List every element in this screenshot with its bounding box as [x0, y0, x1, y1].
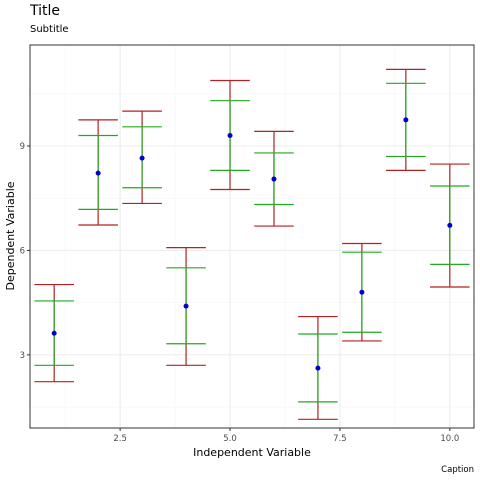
y-tick-label: 3: [20, 351, 25, 361]
panel-border: [29, 44, 475, 429]
data-point: [403, 117, 409, 123]
y-axis-title: Dependent Variable: [4, 181, 17, 290]
data-point: [139, 155, 145, 161]
outer-interval-bars: [34, 68, 470, 420]
chart-subtitle: Subtitle: [30, 24, 69, 35]
chart-caption: Caption: [441, 465, 474, 475]
data-point: [227, 133, 233, 139]
data-points: [51, 117, 453, 371]
minor-gridlines: [30, 45, 474, 428]
x-tick-label: 2.5: [113, 434, 127, 444]
data-point: [183, 303, 189, 309]
x-axis-ticks: 2.5 5.0 7.5 10.0: [113, 428, 459, 444]
x-tick-label: 5.0: [223, 434, 237, 444]
data-point: [271, 176, 277, 182]
data-point: [51, 330, 57, 336]
y-tick-label: 9: [20, 142, 25, 152]
data-point: [359, 289, 365, 295]
major-gridlines: [30, 45, 474, 428]
data-point: [447, 222, 453, 228]
x-axis-title: Independent Variable: [193, 446, 311, 459]
y-tick-label: 6: [20, 246, 25, 256]
x-tick-label: 10.0: [440, 434, 459, 444]
x-tick-label: 7.5: [333, 434, 347, 444]
data-point: [315, 365, 321, 371]
data-point: [95, 170, 101, 176]
chart-title: Title: [29, 3, 60, 19]
y-axis-ticks: 3 6 9: [20, 142, 30, 361]
inner-interval-bars: [34, 82, 470, 403]
